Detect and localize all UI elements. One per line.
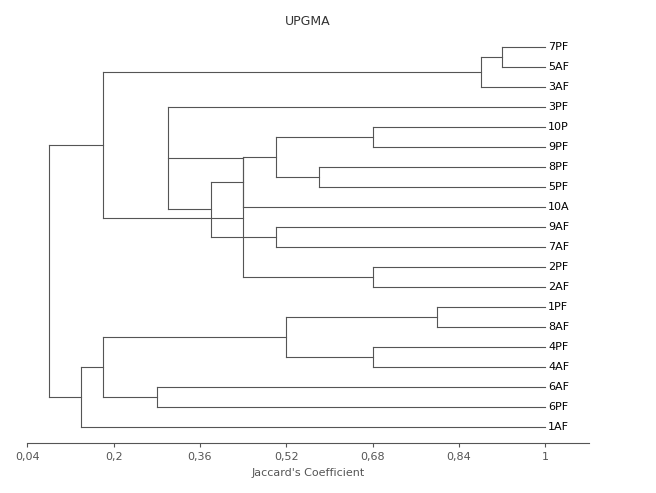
- Text: 2PF: 2PF: [548, 262, 568, 272]
- Text: 1AF: 1AF: [548, 423, 569, 432]
- Text: 3AF: 3AF: [548, 82, 569, 92]
- Text: 5PF: 5PF: [548, 182, 568, 192]
- Text: 2AF: 2AF: [548, 282, 569, 292]
- Text: 6AF: 6AF: [548, 382, 569, 392]
- Text: 5AF: 5AF: [548, 62, 569, 71]
- Text: 7PF: 7PF: [548, 41, 568, 52]
- Text: 10P: 10P: [548, 122, 569, 132]
- Text: 6PF: 6PF: [548, 402, 568, 412]
- Text: 10A: 10A: [548, 202, 569, 212]
- Text: 4AF: 4AF: [548, 362, 569, 372]
- Text: 8PF: 8PF: [548, 162, 568, 172]
- Text: 9AF: 9AF: [548, 222, 569, 232]
- Text: 4PF: 4PF: [548, 342, 568, 352]
- X-axis label: Jaccard's Coefficient: Jaccard's Coefficient: [251, 468, 365, 478]
- Text: 9PF: 9PF: [548, 142, 568, 152]
- Text: 3PF: 3PF: [548, 102, 568, 112]
- Title: UPGMA: UPGMA: [285, 15, 331, 28]
- Text: 7AF: 7AF: [548, 242, 569, 252]
- Text: 1PF: 1PF: [548, 302, 568, 312]
- Text: 8AF: 8AF: [548, 322, 569, 332]
